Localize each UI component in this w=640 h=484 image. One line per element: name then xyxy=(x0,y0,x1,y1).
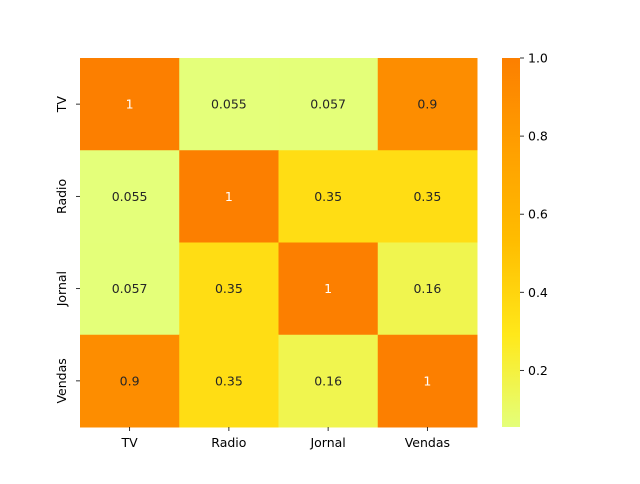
heatmap-cell xyxy=(80,58,180,151)
y-tick-label: Jornal xyxy=(54,271,69,307)
cell-value-label: 0.16 xyxy=(413,281,441,296)
cell-value-label: 0.35 xyxy=(314,189,342,204)
heatmap-cell xyxy=(278,242,379,336)
heatmap-cell xyxy=(179,150,279,243)
x-tick-label: Vendas xyxy=(405,435,450,450)
colorbar-tick-label: 0.6 xyxy=(528,207,548,222)
cell-value-label: 0.057 xyxy=(112,281,148,296)
cell-value-label: 0.055 xyxy=(211,97,247,112)
cell-value-label: 0.055 xyxy=(112,189,148,204)
colorbar-gradient xyxy=(502,58,520,427)
cell-value-label: 1 xyxy=(324,281,332,296)
heatmap-cell xyxy=(179,334,279,428)
heatmap-cell xyxy=(377,150,478,243)
heatmap-cell xyxy=(377,58,478,151)
heatmap-cell xyxy=(278,150,379,243)
cell-value-label: 0.057 xyxy=(310,97,346,112)
y-tick-label: TV xyxy=(54,96,69,114)
heatmap-cell xyxy=(377,334,478,428)
heatmap-annotations: 1 0.055 0.057 0.9 0.055 1 0.35 0.35 0.057 0.35 1 0.… xyxy=(112,97,442,389)
x-tick-label: TV xyxy=(121,435,139,450)
cell-value-label: 1 xyxy=(225,189,233,204)
y-axis: TV Radio Jornal Vendas xyxy=(54,96,80,404)
cell-value-label: 0.16 xyxy=(314,373,342,388)
cell-value-label: 1 xyxy=(423,373,431,388)
colorbar-tick-label: 0.8 xyxy=(528,129,548,144)
heatmap-cell xyxy=(278,334,379,428)
heatmap-cell xyxy=(80,242,180,336)
colorbar-tick-label: 0.2 xyxy=(528,363,548,378)
heatmap-cell xyxy=(179,58,279,151)
cell-value-label: 0.35 xyxy=(215,281,243,296)
colorbar: 0.2 0.4 0.6 0.8 1.0 xyxy=(502,51,548,427)
cell-value-label: 0.9 xyxy=(417,97,437,112)
heatmap-cell xyxy=(278,58,379,151)
heatmap-cell xyxy=(377,242,478,336)
cell-value-label: 0.35 xyxy=(215,373,243,388)
heatmap-cell xyxy=(80,150,180,243)
colorbar-tick-label: 1.0 xyxy=(528,51,548,66)
x-axis: TV Radio Jornal Vendas xyxy=(121,427,450,450)
cell-value-label: 1 xyxy=(126,97,134,112)
heatmap-cell xyxy=(179,242,279,336)
heatmap-cells xyxy=(80,58,478,428)
y-tick-label: Vendas xyxy=(54,358,69,403)
cell-value-label: 0.35 xyxy=(413,189,441,204)
y-tick-label: Radio xyxy=(54,179,69,214)
heatmap-cell xyxy=(80,334,180,428)
cell-value-label: 0.9 xyxy=(120,373,140,388)
x-tick-label: Radio xyxy=(211,435,246,450)
colorbar-tick-label: 0.4 xyxy=(528,285,548,300)
x-tick-label: Jornal xyxy=(309,435,345,450)
